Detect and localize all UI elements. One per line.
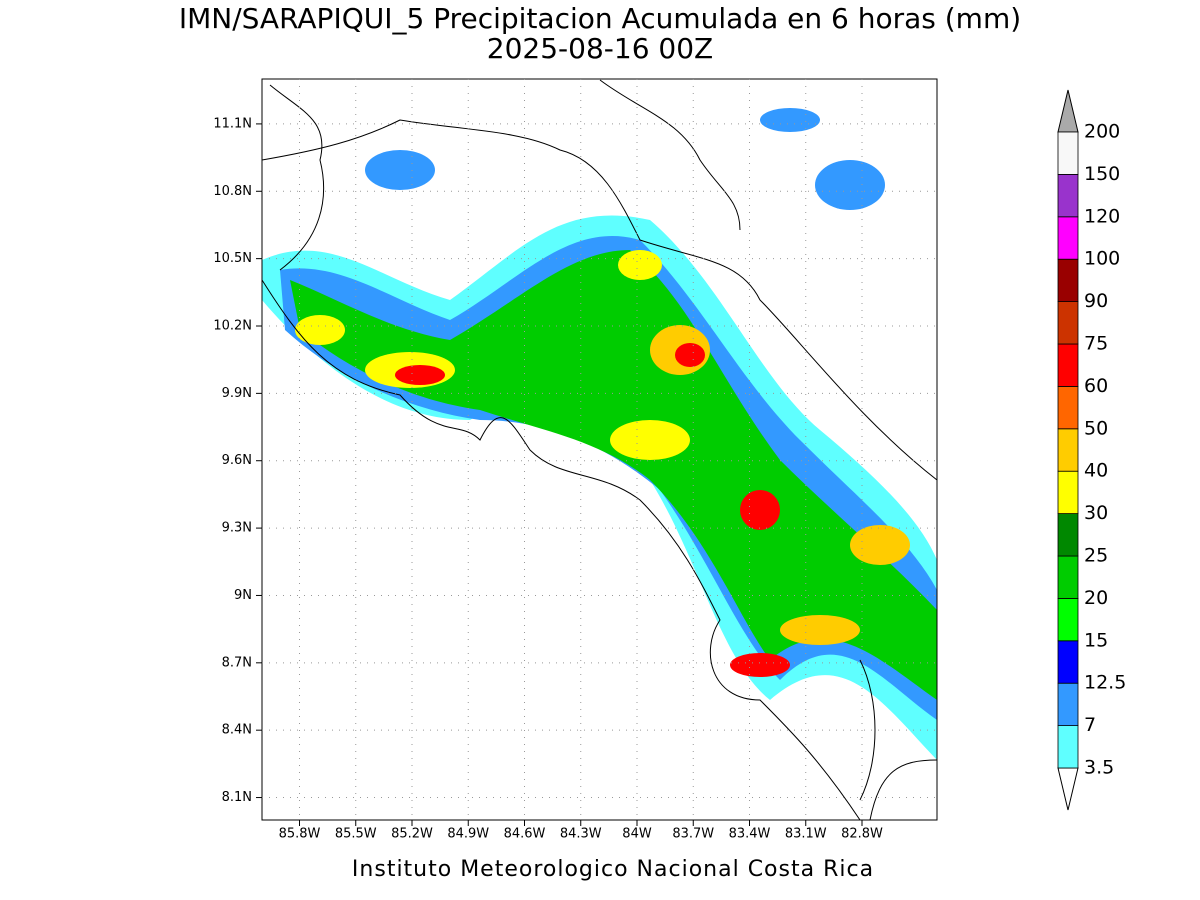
colorbar-box <box>1057 513 1079 557</box>
precip-shade <box>395 365 445 385</box>
colorbar-label: 7 <box>1084 714 1096 736</box>
precip-shade <box>760 108 820 132</box>
x-tick-label: 85.2W <box>391 827 433 842</box>
y-tick-label: 8.1N <box>222 790 252 805</box>
precip-shade <box>730 653 790 677</box>
colorbar-box <box>1057 555 1079 599</box>
precip-shade <box>295 315 345 345</box>
x-tick-label: 85.8W <box>279 827 321 842</box>
map-frame <box>261 78 938 821</box>
title: IMN/SARAPIQUI_5 Precipitacion Acumulada … <box>179 2 1021 35</box>
colorbar-label: 75 <box>1084 333 1108 355</box>
footer: Instituto Meteorologico Nacional Costa R… <box>352 857 874 882</box>
colorbar-box <box>1057 173 1079 218</box>
x-tick-label: 84W <box>622 827 652 842</box>
precip-shade <box>780 615 860 645</box>
precip-field <box>262 79 937 820</box>
y-tick-label: 10.2N <box>213 319 252 334</box>
colorbar-label: 120 <box>1084 205 1120 227</box>
colorbar-box <box>1057 640 1079 684</box>
colorbar-over <box>1057 89 1079 133</box>
y-tick-label: 8.7N <box>222 655 252 670</box>
y-tick-label: 10.5N <box>213 251 252 266</box>
y-tick-label: 11.1N <box>213 116 252 131</box>
precip-shade <box>850 525 910 565</box>
y-tick-label: 10.8N <box>213 184 252 199</box>
precip-shade <box>815 160 885 210</box>
colorbar-label: 40 <box>1084 460 1108 482</box>
colorbar-label: 200 <box>1084 121 1120 143</box>
colorbar-label: 100 <box>1084 248 1120 270</box>
colorbar-label: 25 <box>1084 545 1108 567</box>
colorbar-label: 60 <box>1084 375 1108 397</box>
y-tick-label: 9.3N <box>222 521 252 536</box>
precip-shade <box>618 250 662 280</box>
x-tick-label: 85.5W <box>335 827 377 842</box>
x-tick-label: 83.7W <box>672 827 714 842</box>
x-tick-label: 83.4W <box>729 827 771 842</box>
subtitle: 2025-08-16 00Z <box>487 32 713 65</box>
colorbar-box <box>1057 470 1079 515</box>
colorbar-box <box>1057 258 1079 303</box>
x-tick-label: 84.6W <box>504 827 546 842</box>
x-tick-label: 83.1W <box>785 827 827 842</box>
colorbar-under <box>1057 767 1079 811</box>
colorbar-label: 50 <box>1084 417 1108 439</box>
colorbar-box <box>1057 343 1079 387</box>
coastline <box>262 79 937 820</box>
colorbar-label: 90 <box>1084 290 1108 312</box>
y-tick-label: 9.9N <box>222 386 252 401</box>
colorbar-label: 20 <box>1084 587 1108 609</box>
colorbar-label: 15 <box>1084 629 1108 651</box>
x-tick-label: 84.3W <box>560 827 602 842</box>
colorbar-label: 3.5 <box>1084 757 1114 779</box>
colorbar-label: 30 <box>1084 502 1108 524</box>
colorbar-box <box>1057 598 1079 642</box>
y-tick-label: 9N <box>234 588 252 603</box>
colorbar-box <box>1057 682 1079 727</box>
y-tick-label: 9.6N <box>222 453 252 468</box>
colorbar-box <box>1057 385 1079 430</box>
x-tick-label: 84.9W <box>447 827 489 842</box>
precip-shade <box>675 343 705 367</box>
precip-shade <box>610 420 690 460</box>
precip-shade <box>365 150 435 190</box>
precip-shade <box>740 490 780 530</box>
y-tick-label: 8.4N <box>222 723 252 738</box>
x-tick-label: 82.8W <box>841 827 883 842</box>
colorbar-label: 12.5 <box>1084 672 1126 694</box>
colorbar-box <box>1057 428 1079 472</box>
precip-shade <box>290 250 937 700</box>
colorbar-box <box>1057 216 1079 260</box>
colorbar-box <box>1057 725 1079 769</box>
colorbar-box <box>1057 131 1079 175</box>
colorbar-label: 150 <box>1084 163 1120 185</box>
colorbar-box <box>1057 301 1079 345</box>
